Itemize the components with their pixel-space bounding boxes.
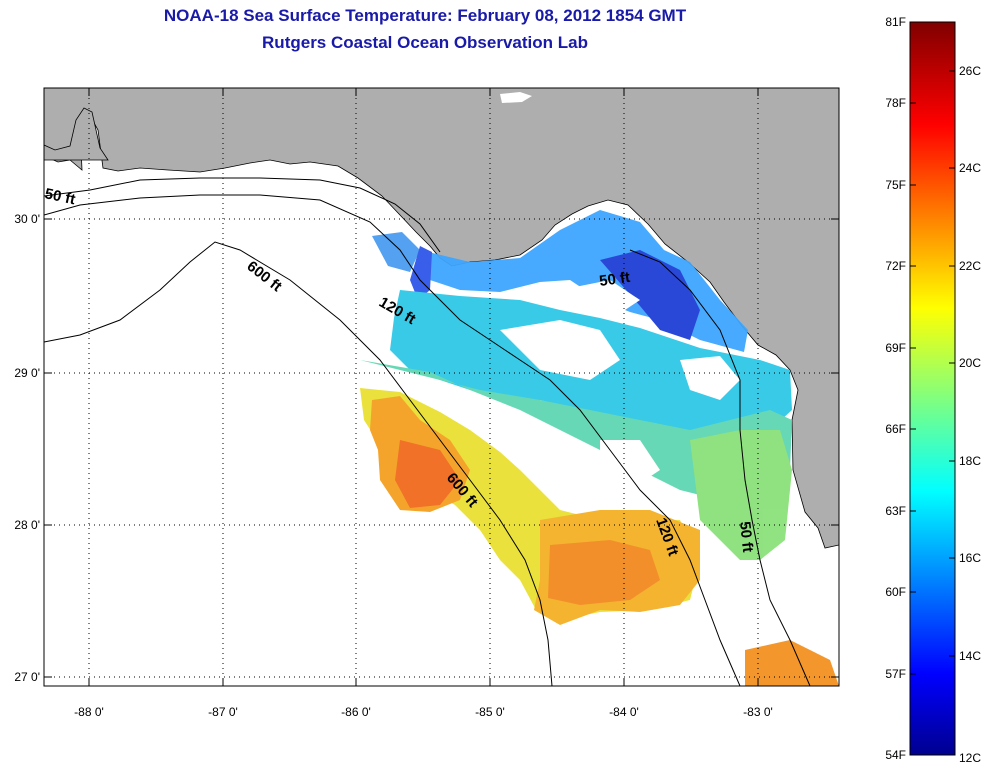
contour-50ft-west (44, 177, 441, 253)
colorbar-label-f: 63F (885, 504, 906, 518)
map-frame (43, 87, 840, 687)
colorbar-label-c: 20C (959, 356, 981, 370)
colorbar-label-f: 57F (885, 667, 906, 681)
axis-ticks (44, 88, 839, 686)
contour-label-50ft-west: 50 ft (43, 185, 77, 208)
colorbar (909, 21, 956, 756)
colorbar-label-f: 54F (885, 748, 906, 762)
colorbar-label-f: 81F (885, 15, 906, 29)
colorbar-label-c: 18C (959, 454, 981, 468)
x-tick-label: -87 0' (208, 705, 238, 719)
land-peninsula (44, 88, 109, 161)
colorbar-ticks (910, 21, 955, 675)
y-tick-label: 29 0' (14, 366, 40, 380)
colorbar-label-c: 24C (959, 161, 981, 175)
colorbar-label-f: 78F (885, 96, 906, 110)
colorbar-label-c: 16C (959, 551, 981, 565)
x-tick-label: -86 0' (341, 705, 371, 719)
map-title: NOAA-18 Sea Surface Temperature: Februar… (163, 6, 687, 25)
colorbar-label-f: 75F (885, 178, 906, 192)
y-tick-label: 28 0' (14, 518, 40, 532)
x-tick-label: -88 0' (74, 705, 104, 719)
contour-label-50ft-south: 50 ft (736, 521, 756, 553)
x-tick-label: -83 0' (743, 705, 773, 719)
contour-600ft (44, 241, 553, 686)
colorbar-label-c: 14C (959, 649, 981, 663)
colorbar-label-c: 12C (959, 751, 981, 765)
colorbar-label-c: 22C (959, 259, 981, 273)
land-island (500, 92, 532, 103)
map-subtitle: Rutgers Coastal Ocean Observation Lab (262, 33, 588, 52)
colorbar-label-f: 69F (885, 341, 906, 355)
x-tick-label: -85 0' (475, 705, 505, 719)
sst-imagery (360, 210, 839, 686)
colorbar-label-f: 72F (885, 259, 906, 273)
colorbar-label-f: 66F (885, 422, 906, 436)
y-tick-label: 30 0' (14, 212, 40, 226)
contour-120ft (44, 194, 741, 686)
y-tick-label: 27 0' (14, 670, 40, 684)
contour-50ft-east (629, 249, 811, 686)
colorbar-label-f: 60F (885, 585, 906, 599)
x-tick-label: -84 0' (609, 705, 639, 719)
colorbar-label-c: 26C (959, 64, 981, 78)
contour-label-50ft-bay: 50 ft (598, 269, 631, 290)
